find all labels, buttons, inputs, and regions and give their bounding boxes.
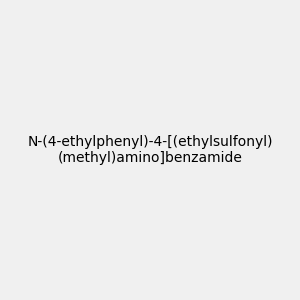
Text: N-(4-ethylphenyl)-4-[(ethylsulfonyl)
(methyl)amino]benzamide: N-(4-ethylphenyl)-4-[(ethylsulfonyl) (me…	[27, 135, 273, 165]
